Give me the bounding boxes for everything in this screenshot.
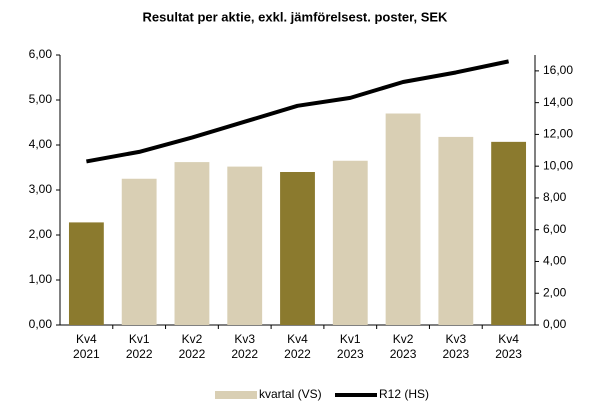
bar [332,160,368,325]
x-tick-label: 2022 [231,347,258,361]
x-tick-label: Kv1 [129,332,150,346]
legend-label: kvartal (VS) [259,387,322,401]
bar [385,113,421,325]
y2-tick-label: 10,00 [543,158,573,172]
y-tick-label: 6,00 [29,47,53,61]
y-tick-label: 4,00 [29,137,53,151]
y2-tick-label: 2,00 [543,285,567,299]
y2-tick-label: 6,00 [543,222,567,236]
x-tick-label: 2021 [73,347,100,361]
bar [121,178,157,325]
bar [280,172,315,325]
bar [174,162,210,325]
y2-tick-label: 16,00 [543,63,573,77]
x-tick-label: Kv3 [445,332,466,346]
x-tick-label: Kv2 [393,332,414,346]
x-tick-label: Kv2 [182,332,203,346]
y2-tick-label: 14,00 [543,95,573,109]
y2-tick-label: 0,00 [543,317,567,331]
chart-title: Resultat per aktie, exkl. jämförelsest. … [143,9,449,24]
bar [438,136,474,325]
y2-tick-label: 4,00 [543,254,567,268]
bar [227,166,263,325]
y-tick-label: 1,00 [29,272,53,286]
bar [68,222,104,325]
legend-label: R12 (HS) [379,387,429,401]
y-tick-label: 5,00 [29,92,53,106]
x-tick-label: Kv3 [234,332,255,346]
x-tick-label: 2023 [390,347,417,361]
x-tick-label: 2023 [337,347,364,361]
y2-tick-label: 8,00 [543,190,567,204]
x-tick-label: 2022 [179,347,206,361]
x-tick-label: 2023 [442,347,469,361]
y-tick-label: 3,00 [29,182,53,196]
legend-swatch [215,391,257,399]
y-tick-label: 0,00 [29,317,53,331]
x-tick-label: Kv4 [498,332,519,346]
x-tick-label: Kv4 [287,332,308,346]
x-tick-label: 2022 [126,347,153,361]
bar [491,141,527,325]
line [86,59,510,164]
x-tick-label: 2023 [495,347,522,361]
y2-tick-label: 12,00 [543,127,573,141]
y-tick-label: 2,00 [29,227,53,241]
x-tick-label: Kv4 [76,332,97,346]
x-tick-label: Kv1 [340,332,361,346]
x-tick-label: 2022 [284,347,311,361]
